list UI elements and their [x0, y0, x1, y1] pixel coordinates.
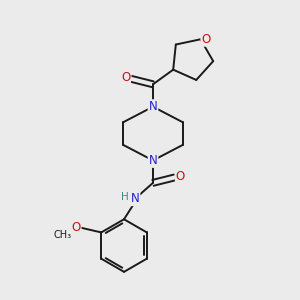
Text: O: O — [71, 220, 80, 233]
Text: N: N — [148, 100, 158, 113]
Text: H: H — [121, 193, 129, 202]
Text: N: N — [131, 192, 140, 205]
Text: CH₃: CH₃ — [54, 230, 72, 240]
Text: O: O — [121, 71, 130, 84]
Text: O: O — [176, 170, 185, 183]
Text: O: O — [201, 33, 211, 46]
Text: N: N — [148, 154, 158, 167]
